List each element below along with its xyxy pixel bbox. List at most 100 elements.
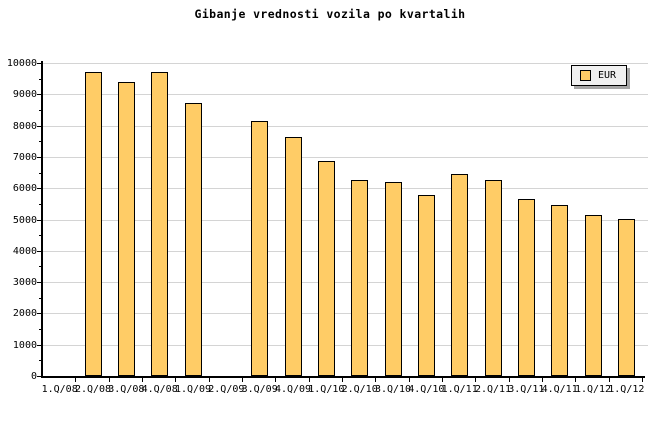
x-tick-label: 1.Q/08 xyxy=(41,384,78,395)
y-major-tick xyxy=(37,313,42,315)
x-tick-label: 2.Q/09 xyxy=(208,384,245,395)
gridline xyxy=(43,156,648,158)
x-tick-label: 1.Q/12 xyxy=(608,384,645,395)
x-tick-label: 4.Q/08 xyxy=(141,384,178,395)
x-tick-label: 3.Q/08 xyxy=(108,384,145,395)
x-tick xyxy=(142,378,143,382)
legend-swatch-eur xyxy=(580,70,591,81)
bar-3.Q/09 xyxy=(251,120,269,376)
x-tick xyxy=(542,378,543,382)
x-tick xyxy=(642,378,643,382)
y-tick-label: 3000 xyxy=(12,277,37,289)
x-tick-label: 4.Q/09 xyxy=(274,384,312,395)
y-major-tick xyxy=(37,376,42,377)
x-tick-label: 2.Q/08 xyxy=(74,384,112,395)
legend: EUR xyxy=(571,65,628,86)
y-tick-label: 5000 xyxy=(12,214,37,226)
y-major-tick xyxy=(37,250,42,252)
y-major-tick xyxy=(37,219,42,221)
x-tick-label: 4.Q/11 xyxy=(541,384,578,395)
gridline xyxy=(43,282,648,284)
y-tick-label: 1000 xyxy=(12,339,37,351)
y-major-tick xyxy=(37,344,42,346)
chart-title: Gibanje vrednosti vozila po kvartalih xyxy=(194,7,466,21)
x-tick-label: 3.Q/11 xyxy=(508,384,545,395)
x-tick-label: 4.Q/10 xyxy=(408,384,445,395)
y-major-tick xyxy=(37,188,42,190)
y-minor-tick xyxy=(39,172,42,174)
bar-1.Q/11 xyxy=(451,174,469,376)
y-minor-tick xyxy=(39,297,42,299)
x-tick xyxy=(275,378,277,382)
x-tick-label: 2.Q/10 xyxy=(341,384,378,395)
x-axis xyxy=(41,376,645,378)
y-minor-tick xyxy=(39,235,42,237)
x-tick xyxy=(108,378,110,382)
bar-3.Q/08 xyxy=(117,81,135,376)
y-minor-tick xyxy=(39,109,42,111)
x-tick xyxy=(342,378,343,382)
x-tick-label: 1.Q/10 xyxy=(308,384,345,395)
y-minor-tick xyxy=(39,266,42,268)
x-tick xyxy=(442,378,443,382)
gridline xyxy=(43,313,648,315)
bar-1.Q/12 xyxy=(584,215,602,376)
legend-label: EUR xyxy=(598,70,617,81)
gridline xyxy=(43,125,648,127)
y-tick-label: 9000 xyxy=(12,89,37,101)
x-tick xyxy=(608,378,610,382)
x-tick-label: 2.Q/11 xyxy=(474,384,512,395)
plot-area xyxy=(43,63,648,376)
x-tick xyxy=(375,378,377,382)
bar-1.Q/10 xyxy=(317,160,335,376)
y-minor-tick xyxy=(39,141,42,143)
bar-4.Q/08 xyxy=(151,72,169,376)
y-major-tick xyxy=(37,94,42,96)
y-minor-tick xyxy=(39,78,42,80)
y-minor-tick xyxy=(39,329,42,331)
x-tick-label: 1.Q/11 xyxy=(441,384,478,395)
gridline xyxy=(43,188,648,190)
bar-1.Q/09 xyxy=(184,102,202,376)
x-tick-label: 3.Q/09 xyxy=(241,384,278,395)
y-tick-label: 0 xyxy=(30,371,37,382)
y-tick-label: 4000 xyxy=(12,245,37,257)
x-tick xyxy=(75,378,77,382)
x-tick-label: 1.Q/12 xyxy=(574,384,612,395)
bar-2.Q/11 xyxy=(484,179,502,376)
bar-4.Q/10 xyxy=(417,194,435,376)
x-tick xyxy=(508,378,510,382)
y-tick-label: 10000 xyxy=(6,58,37,69)
y-tick-label: 8000 xyxy=(12,120,37,132)
y-axis xyxy=(41,61,43,378)
bar-2.Q/10 xyxy=(351,179,369,376)
x-tick-label: 1.Q/09 xyxy=(174,384,212,395)
gridline xyxy=(43,219,648,221)
bar-3.Q/11 xyxy=(517,198,535,376)
x-tick xyxy=(475,378,477,382)
x-tick xyxy=(575,378,577,382)
x-tick xyxy=(408,378,410,382)
x-tick xyxy=(208,378,210,382)
y-minor-tick xyxy=(39,360,42,362)
x-tick xyxy=(242,378,243,382)
y-tick-label: 2000 xyxy=(12,308,37,320)
bar-1.Q/12 xyxy=(617,218,635,376)
y-tick-label: 7000 xyxy=(12,151,37,163)
bar-3.Q/10 xyxy=(384,181,402,376)
y-minor-tick xyxy=(39,203,42,205)
gridline xyxy=(43,250,648,252)
x-tick xyxy=(308,378,310,382)
y-major-tick xyxy=(37,63,42,64)
bar-4.Q/09 xyxy=(284,137,302,376)
x-tick xyxy=(175,378,177,382)
gridline xyxy=(43,344,648,346)
x-tick-label: 3.Q/10 xyxy=(374,384,412,395)
bar-4.Q/11 xyxy=(551,204,569,376)
gridline xyxy=(43,63,648,64)
y-major-tick xyxy=(37,125,42,127)
y-tick-label: 6000 xyxy=(12,183,37,195)
bar-2.Q/08 xyxy=(84,72,102,376)
y-major-tick xyxy=(37,282,42,284)
